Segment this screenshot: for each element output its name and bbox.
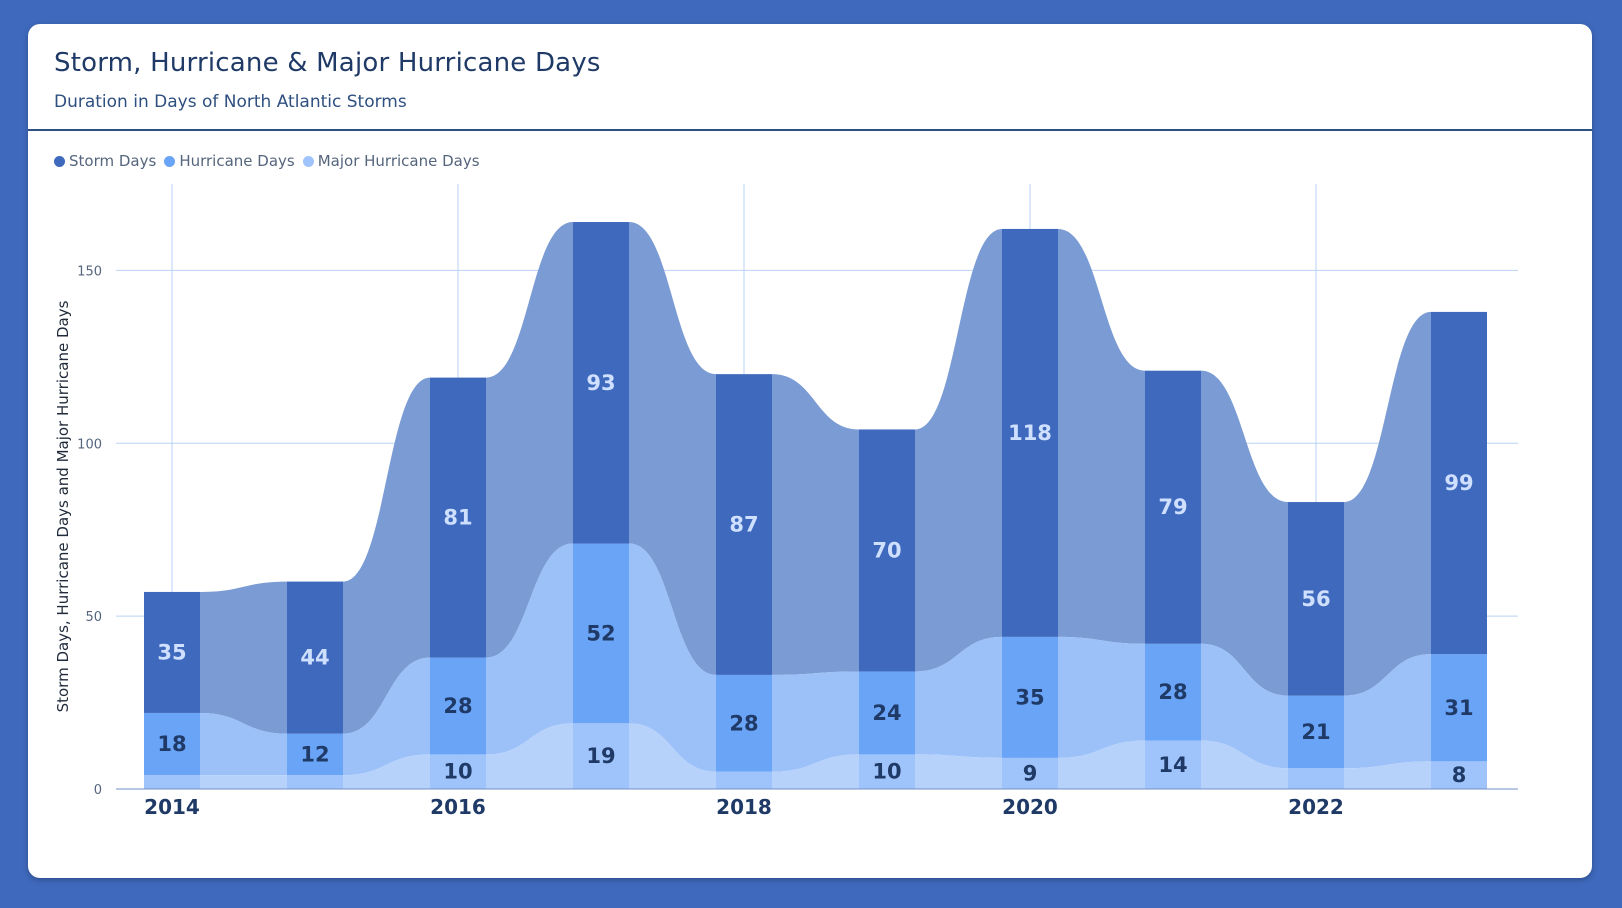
bar-major-hurricane-days-2020[interactable] <box>1002 757 1058 789</box>
chart-subtitle: Duration in Days of North Atlantic Storm… <box>54 92 407 112</box>
bar-hurricane-days-2017[interactable] <box>573 543 629 724</box>
bar-major-hurricane-days-2023[interactable] <box>1431 761 1487 789</box>
bar-major-hurricane-days-2016[interactable] <box>430 754 486 789</box>
bar-major-hurricane-days-2018[interactable] <box>716 771 772 789</box>
bar-major-hurricane-days-2015[interactable] <box>287 775 343 789</box>
data-label-hurricane-2014: 18 <box>157 732 186 756</box>
bar-storm-days-2018[interactable] <box>716 374 772 675</box>
legend-item-storm[interactable]: Storm Days <box>54 152 156 170</box>
bar-hurricane-days-2021[interactable] <box>1145 643 1201 741</box>
x-tick-label: 2018 <box>716 795 772 819</box>
legend-label-major: Major Hurricane Days <box>317 152 480 170</box>
y-tick-label: 150 <box>77 264 102 279</box>
bar-storm-days-2019[interactable] <box>859 429 915 672</box>
data-label-storm-2021: 79 <box>1158 495 1187 519</box>
legend-label-hurricane: Hurricane Days <box>179 152 295 170</box>
bar-major-hurricane-days-2017[interactable] <box>573 723 629 789</box>
data-label-hurricane-2020: 35 <box>1015 685 1044 709</box>
y-tick-label: 100 <box>77 437 102 452</box>
bar-hurricane-days-2018[interactable] <box>716 674 772 772</box>
data-label-storm-2017: 93 <box>586 371 615 395</box>
data-label-major-2017: 19 <box>586 744 615 768</box>
x-tick-label: 2014 <box>144 795 200 819</box>
y-tick-label: 0 <box>94 783 102 798</box>
data-label-major-2019: 10 <box>872 760 901 784</box>
chart-card: Storm, Hurricane & Major Hurricane Days … <box>28 24 1592 878</box>
data-label-hurricane-2018: 28 <box>729 711 758 735</box>
data-label-hurricane-2016: 28 <box>443 694 472 718</box>
ribbon-chart: 18 35 12 44 10 28 81 19 52 93 28 87 10 24 70 9 35 118 14 28… <box>54 184 1518 819</box>
bar-hurricane-days-2023[interactable] <box>1431 654 1487 762</box>
data-label-storm-2016: 81 <box>443 506 472 530</box>
data-label-hurricane-2021: 28 <box>1158 680 1187 704</box>
bar-storm-days-2021[interactable] <box>1145 370 1201 644</box>
bar-major-hurricane-days-2014[interactable] <box>144 775 200 789</box>
ribbon-hurricane-days <box>200 543 1431 776</box>
bar-hurricane-days-2015[interactable] <box>287 733 343 776</box>
data-label-storm-2020: 118 <box>1008 421 1052 445</box>
storm-days-dot-icon <box>54 155 65 167</box>
data-label-storm-2018: 87 <box>729 513 758 537</box>
legend-item-major[interactable]: Major Hurricane Days <box>302 152 480 170</box>
bar-major-hurricane-days-2021[interactable] <box>1145 740 1201 789</box>
bar-storm-days-2022[interactable] <box>1288 502 1344 696</box>
header-divider <box>28 129 1592 131</box>
bar-storm-days-2020[interactable] <box>1002 228 1058 637</box>
bar-hurricane-days-2016[interactable] <box>430 657 486 755</box>
bar-hurricane-days-2019[interactable] <box>859 671 915 755</box>
ribbon-major-hurricane-days <box>200 723 1431 789</box>
x-tick-label: 2016 <box>430 795 486 819</box>
legend-item-hurricane[interactable]: Hurricane Days <box>164 152 295 170</box>
data-label-storm-2014: 35 <box>157 640 186 664</box>
y-axis-title: Storm Days, Hurricane Days and Major Hur… <box>54 300 72 712</box>
hurricane-days-dot-icon <box>164 155 176 167</box>
data-label-hurricane-2023: 31 <box>1444 696 1473 720</box>
data-label-major-2016: 10 <box>443 760 472 784</box>
data-label-hurricane-2019: 24 <box>872 701 901 725</box>
data-label-major-2020: 9 <box>1023 761 1038 785</box>
bar-major-hurricane-days-2019[interactable] <box>859 754 915 789</box>
bar-major-hurricane-days-2022[interactable] <box>1288 768 1344 789</box>
y-tick-label: 50 <box>85 610 102 625</box>
legend-label-storm: Storm Days <box>69 152 157 170</box>
data-label-storm-2019: 70 <box>872 538 901 562</box>
data-label-major-2021: 14 <box>1158 753 1187 777</box>
data-label-storm-2023: 99 <box>1444 471 1473 495</box>
major-hurricane-days-dot-icon <box>302 155 314 167</box>
bar-hurricane-days-2020[interactable] <box>1002 636 1058 758</box>
bar-hurricane-days-2014[interactable] <box>144 712 200 776</box>
data-label-storm-2015: 44 <box>300 646 329 670</box>
data-label-hurricane-2022: 21 <box>1301 720 1330 744</box>
chart-title: Storm, Hurricane & Major Hurricane Days <box>54 48 601 78</box>
legend: Storm Days Hurricane Days Major Hurrican… <box>54 152 480 170</box>
data-label-storm-2022: 56 <box>1301 587 1330 611</box>
data-label-major-2023: 8 <box>1452 763 1467 787</box>
bar-storm-days-2015[interactable] <box>287 581 343 734</box>
data-label-hurricane-2015: 12 <box>300 742 329 766</box>
bar-storm-days-2014[interactable] <box>144 591 200 713</box>
bar-hurricane-days-2022[interactable] <box>1288 695 1344 769</box>
bar-storm-days-2017[interactable] <box>573 222 629 544</box>
x-tick-label: 2022 <box>1288 795 1344 819</box>
x-tick-label: 2020 <box>1002 795 1058 819</box>
bar-storm-days-2023[interactable] <box>1431 311 1487 655</box>
ribbon-storm-days <box>200 222 1431 734</box>
bar-storm-days-2016[interactable] <box>430 377 486 658</box>
data-label-hurricane-2017: 52 <box>586 621 615 645</box>
